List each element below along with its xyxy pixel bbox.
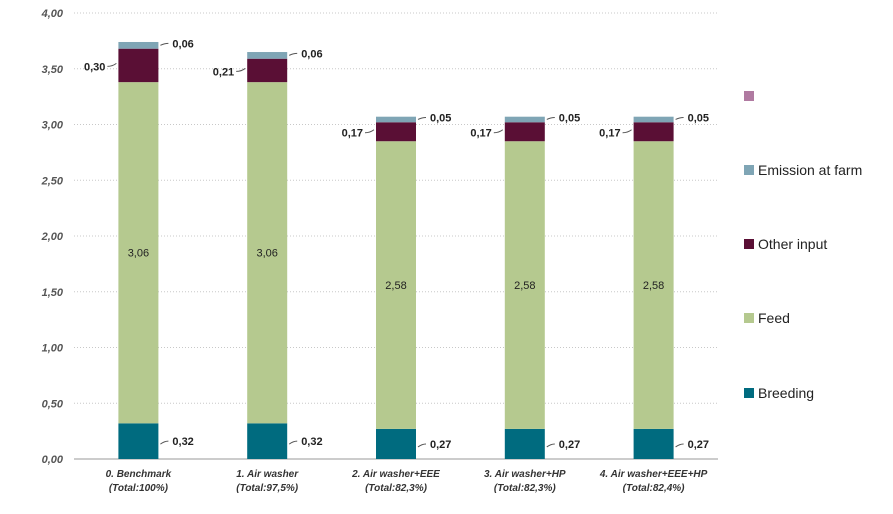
bar-segment-breeding xyxy=(247,423,288,459)
legend-swatch xyxy=(744,313,754,323)
legend-item-pink xyxy=(744,88,758,104)
label-leader xyxy=(288,440,298,445)
data-label: 0,17 xyxy=(342,128,363,140)
y-tick-label: 3,50 xyxy=(42,64,64,76)
legend-item-emission-at-farm: Emission at farm xyxy=(744,162,862,178)
label-leader xyxy=(622,129,632,134)
bar-segment-breeding xyxy=(118,423,159,459)
x-category-label: 3. Air washer+HP xyxy=(484,469,566,480)
bar-segment-emission-at-farm xyxy=(247,52,288,59)
data-label: 0,17 xyxy=(470,128,491,140)
y-tick-label: 3,00 xyxy=(42,120,64,132)
data-label: 0,32 xyxy=(301,436,322,448)
bar-segment-other-input xyxy=(376,122,416,142)
chart-legend: Emission at farm Other input Feed Breedi… xyxy=(744,0,893,514)
bar-segment-other-input xyxy=(633,122,674,142)
data-label: 0,05 xyxy=(430,112,451,124)
bar-segment-other-input xyxy=(118,48,159,83)
legend-item-other-input: Other input xyxy=(744,236,827,252)
data-label: 0,30 xyxy=(84,61,105,73)
label-leader xyxy=(546,443,555,448)
bar-segment-feed xyxy=(376,141,416,429)
bar-segment-feed xyxy=(247,82,288,424)
label-leader xyxy=(236,68,246,72)
x-category-sublabel: (Total:97,5%) xyxy=(236,483,299,494)
legend-label: Other input xyxy=(758,236,828,252)
x-category-sublabel: (Total:82,3%) xyxy=(494,483,557,494)
x-category-label: 2. Air washer+EEE xyxy=(351,469,440,480)
legend-swatch xyxy=(744,239,754,249)
bar-segment-feed xyxy=(504,141,545,429)
label-leader xyxy=(417,116,427,120)
label-leader xyxy=(546,116,555,120)
bar-segment-emission-at-farm xyxy=(504,116,545,123)
legend-item-breeding: Breeding xyxy=(744,385,814,401)
data-label: 0,21 xyxy=(213,66,234,78)
data-label: 0,27 xyxy=(688,439,709,451)
x-category-label: 0. Benchmark xyxy=(106,469,172,480)
x-category-sublabel: (Total:100%) xyxy=(109,483,169,494)
data-label: 2,58 xyxy=(385,280,406,292)
y-tick-label: 2,00 xyxy=(41,231,64,243)
x-category-label: 4. Air washer+EEE+HP xyxy=(599,469,708,480)
data-label: 0,17 xyxy=(599,128,620,140)
legend-label: Emission at farm xyxy=(758,162,863,178)
bar-segment-emission-at-farm xyxy=(633,116,674,123)
legend-label: Breeding xyxy=(758,385,815,401)
bar-segment-breeding xyxy=(376,428,416,459)
y-tick-label: 0,00 xyxy=(42,454,64,466)
x-category-sublabel: (Total:82,4%) xyxy=(623,483,686,494)
data-label: 2,58 xyxy=(514,280,535,292)
label-leader xyxy=(675,443,684,448)
label-leader xyxy=(493,129,504,134)
legend-swatch xyxy=(744,388,754,398)
legend-label: Feed xyxy=(758,310,790,326)
legend-swatch xyxy=(744,91,754,101)
data-label: 0,06 xyxy=(172,38,193,50)
data-label: 0,05 xyxy=(559,112,580,124)
x-category-sublabel: (Total:82,3%) xyxy=(365,483,428,494)
bar-segment-emission-at-farm xyxy=(118,41,159,49)
bar-segment-other-input xyxy=(504,122,545,142)
data-label: 0,32 xyxy=(172,436,193,448)
y-tick-label: 4,00 xyxy=(41,8,64,20)
bar-segment-feed xyxy=(633,141,674,429)
data-label: 2,58 xyxy=(643,280,664,292)
data-label: 0,06 xyxy=(301,48,322,60)
label-leader xyxy=(288,52,298,56)
y-tick-label: 1,00 xyxy=(42,343,64,355)
bar-segment-other-input xyxy=(247,58,288,83)
data-label: 3,06 xyxy=(256,248,277,260)
label-leader xyxy=(107,62,117,67)
legend-swatch xyxy=(744,165,754,175)
bar-segment-emission-at-farm xyxy=(376,116,416,123)
legend-item-feed: Feed xyxy=(744,310,790,326)
y-tick-label: 1,50 xyxy=(42,287,64,299)
label-leader xyxy=(417,443,427,448)
x-category-label: 1. Air washer xyxy=(236,469,299,480)
label-leader xyxy=(364,129,375,134)
bar-segment-breeding xyxy=(633,428,674,459)
data-label: 0,27 xyxy=(430,439,451,451)
data-label: 3,06 xyxy=(128,248,149,260)
bar-segment-breeding xyxy=(504,428,545,459)
data-label: 0,05 xyxy=(688,112,709,124)
y-tick-label: 0,50 xyxy=(42,398,64,410)
label-leader xyxy=(675,116,684,120)
label-leader xyxy=(160,42,169,46)
bar-segment-feed xyxy=(118,82,159,424)
label-leader xyxy=(160,440,169,445)
y-tick-label: 2,50 xyxy=(41,175,64,187)
data-label: 0,27 xyxy=(559,439,580,451)
